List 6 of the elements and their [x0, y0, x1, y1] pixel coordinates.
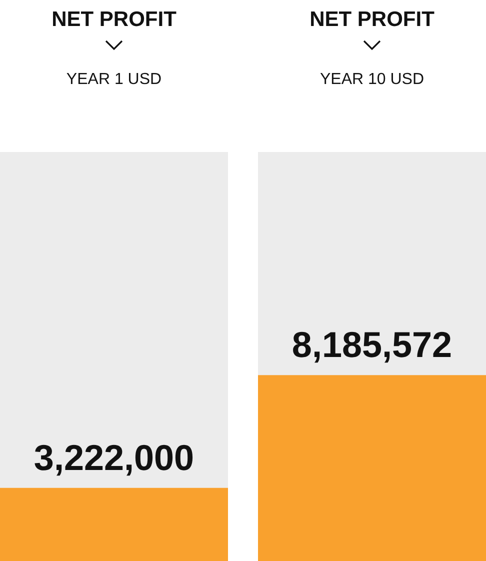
chart-title: NET PROFIT: [310, 8, 434, 31]
x-tick-label: YEAR 1 USD: [66, 71, 162, 88]
data-label: 3,222,000: [34, 436, 194, 478]
data-label: 8,185,572: [292, 324, 452, 366]
chart-title: NET PROFIT: [52, 8, 177, 31]
x-tick-label: YEAR 10 USD: [320, 71, 424, 88]
